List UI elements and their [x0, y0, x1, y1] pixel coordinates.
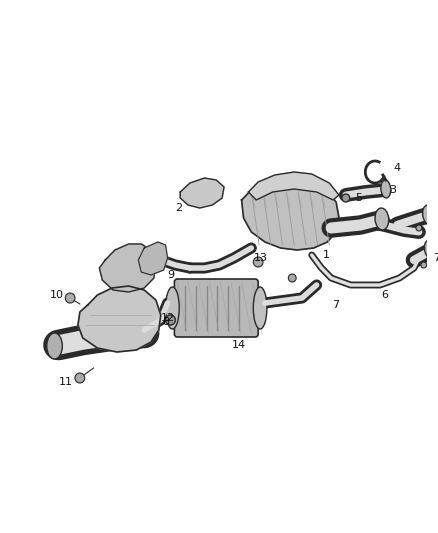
Circle shape	[75, 373, 85, 383]
Polygon shape	[78, 286, 161, 352]
Text: 12: 12	[160, 313, 175, 323]
Circle shape	[421, 262, 427, 268]
Text: 6: 6	[381, 290, 389, 300]
Ellipse shape	[166, 315, 175, 325]
Polygon shape	[248, 172, 339, 200]
Ellipse shape	[375, 208, 389, 230]
Circle shape	[416, 225, 422, 231]
Polygon shape	[180, 178, 224, 208]
FancyBboxPatch shape	[174, 279, 258, 337]
Text: 14: 14	[232, 340, 246, 350]
Ellipse shape	[342, 194, 350, 202]
Ellipse shape	[253, 287, 267, 329]
Ellipse shape	[423, 205, 434, 225]
Text: 11: 11	[59, 377, 73, 387]
Text: 8: 8	[162, 317, 169, 327]
Text: 5: 5	[355, 193, 362, 203]
Ellipse shape	[381, 180, 391, 198]
Text: 7: 7	[332, 300, 339, 310]
Polygon shape	[242, 180, 339, 250]
Ellipse shape	[47, 333, 62, 359]
Text: 1: 1	[323, 250, 330, 260]
Text: 4: 4	[394, 163, 401, 173]
Circle shape	[288, 274, 296, 282]
Circle shape	[65, 293, 75, 303]
Circle shape	[253, 257, 263, 267]
Text: 7: 7	[433, 253, 438, 263]
Polygon shape	[99, 244, 156, 292]
Text: 3: 3	[389, 185, 396, 195]
Text: 9: 9	[167, 270, 174, 280]
Text: 2: 2	[175, 203, 182, 213]
Ellipse shape	[424, 240, 437, 260]
Polygon shape	[138, 242, 168, 275]
Ellipse shape	[166, 287, 179, 329]
Text: 13: 13	[254, 253, 268, 263]
Text: 10: 10	[49, 290, 64, 300]
